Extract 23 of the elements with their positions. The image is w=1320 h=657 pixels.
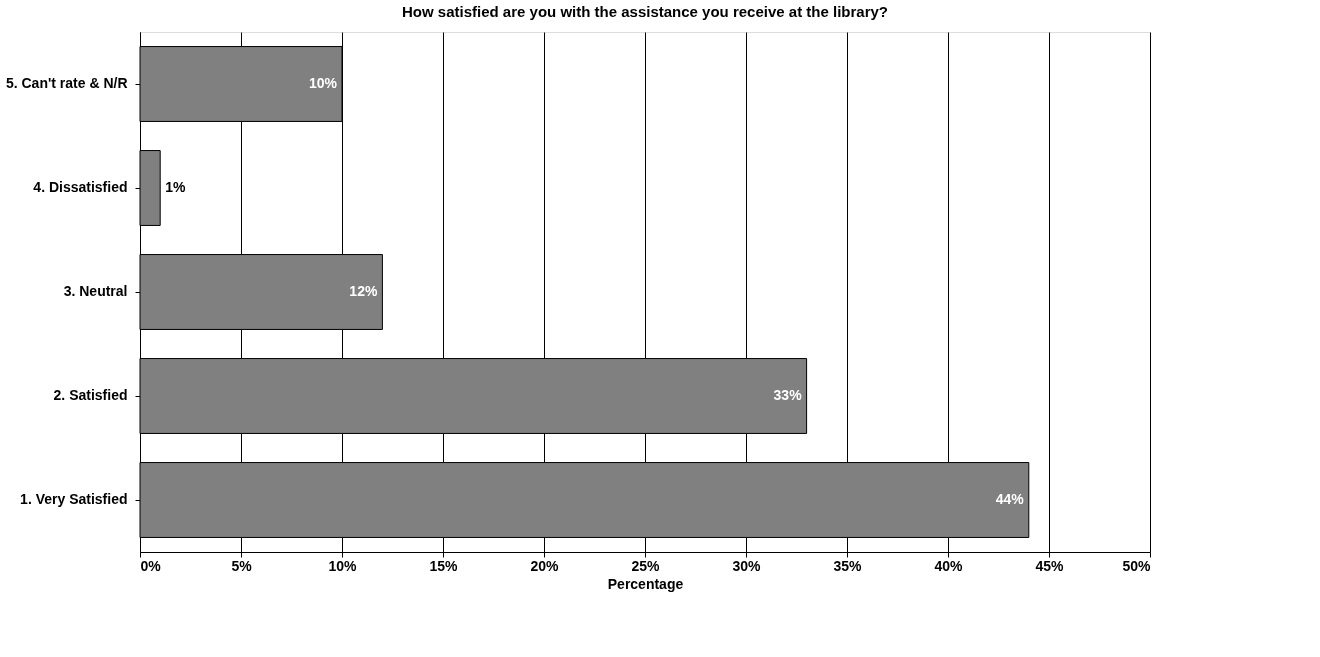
x-tick-label: 25% — [631, 557, 661, 574]
y-tick-label: 2. Satisfied — [53, 387, 128, 403]
data-label: 10% — [308, 75, 338, 91]
x-axis-title: Percentage — [607, 575, 684, 592]
x-tick-label: 20% — [530, 557, 560, 574]
y-tick-label: 3. Neutral — [63, 283, 128, 299]
x-tick-label: 15% — [429, 557, 459, 574]
x-tick-label: 30% — [732, 557, 762, 574]
data-label: 1% — [165, 179, 186, 195]
x-tick-label: 10% — [328, 557, 358, 574]
data-label: 33% — [773, 387, 803, 403]
data-label: 12% — [349, 283, 378, 299]
x-tick-label: 0% — [140, 557, 162, 574]
x-tick-label: 5% — [231, 557, 253, 574]
x-tick-label: 35% — [833, 557, 863, 574]
y-tick-label: 4. Dissatisfied — [33, 179, 128, 195]
x-tick-label: 40% — [934, 557, 964, 574]
y-tick-label: 1. Very Satisfied — [20, 491, 128, 507]
chart-title: How satisfied are you with the assistance you receive at the library? — [401, 3, 889, 20]
y-tick-label: 5. Can't rate & N/R — [5, 75, 128, 91]
data-label: 44% — [995, 491, 1025, 507]
x-tick-label: 50% — [1122, 557, 1152, 574]
x-tick-label: 45% — [1035, 557, 1065, 574]
